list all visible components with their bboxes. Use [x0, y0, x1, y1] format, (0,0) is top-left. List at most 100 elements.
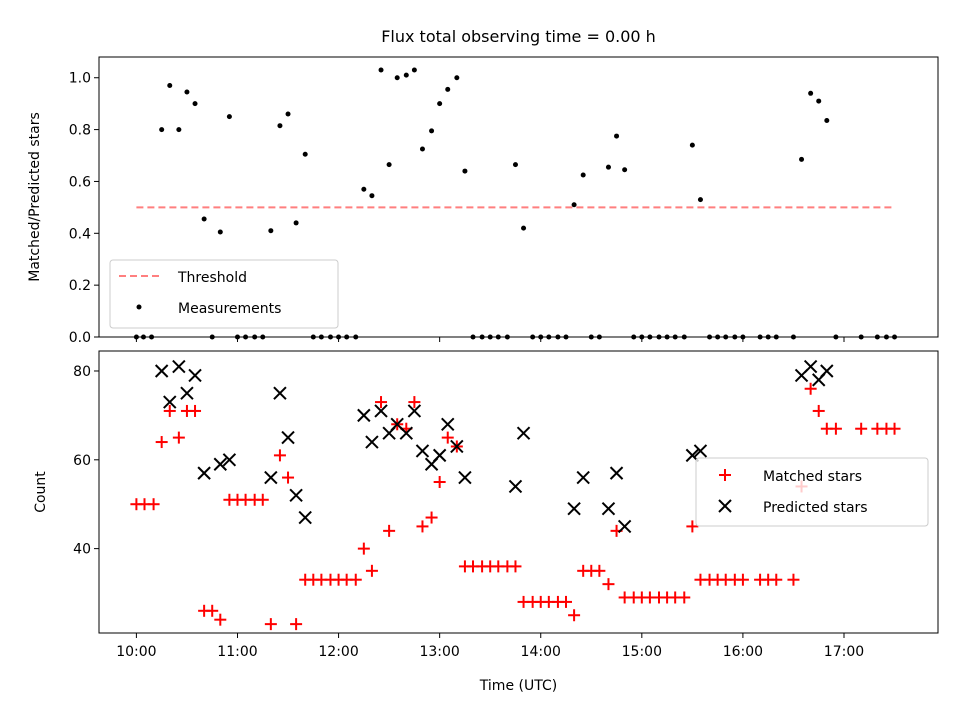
predicted-star-point: [188, 368, 202, 383]
x-tick-label: 17:00: [824, 644, 864, 660]
matched-star-point: [365, 564, 378, 577]
predicted-star-point: [693, 444, 708, 458]
y-tick-label: 0.0: [69, 330, 91, 346]
matched-star-point: [804, 382, 817, 395]
measurement-point: [378, 67, 384, 73]
measurement-point: [285, 111, 291, 117]
matched-star-point: [172, 431, 185, 444]
matched-star-point: [736, 573, 749, 586]
predicted-star-point: [415, 444, 430, 458]
measurement-point: [403, 72, 409, 78]
measurement-point: [361, 186, 367, 192]
matched-star-point: [509, 560, 522, 573]
matched-star-point: [273, 449, 286, 462]
matched-star-point: [812, 404, 825, 417]
legend-label-matched: Matched stars: [763, 469, 862, 485]
measurement-point: [201, 216, 207, 222]
measurement-point: [176, 127, 182, 133]
predicted-star-point: [213, 457, 228, 471]
x-tick-label: 12:00: [318, 644, 358, 660]
measurement-point: [302, 151, 308, 157]
count-y-ticks: 40 60 80: [73, 364, 99, 558]
matched-star-point: [425, 511, 438, 524]
predicted-star-point: [617, 519, 632, 534]
predicted-star-point: [365, 435, 379, 449]
predicted-star-point: [432, 448, 447, 463]
matched-star-point: [290, 618, 303, 631]
measurement-point: [437, 101, 443, 107]
matched-star-point: [357, 542, 370, 555]
measurement-point: [268, 228, 274, 234]
matched-star-point: [602, 578, 615, 591]
matched-star-point: [155, 436, 168, 449]
ratio-y-ticks: 0.0 0.2 0.4 0.6 0.8 1.0: [69, 71, 99, 346]
x-axis-label: Time (UTC): [479, 678, 557, 694]
x-tick-label: 13:00: [419, 644, 459, 660]
matched-star-point: [147, 498, 160, 511]
predicted-star-point: [298, 510, 312, 525]
measurement-point: [277, 123, 283, 129]
predicted-star-point: [197, 466, 211, 480]
matched-star-point: [568, 609, 581, 622]
measurement-point: [226, 114, 232, 120]
predicted-star-point: [163, 395, 177, 409]
legend-label-predicted: Predicted stars: [763, 500, 868, 516]
predicted-star-point: [357, 408, 371, 423]
ratio-legend: Threshold Measurements: [109, 259, 339, 329]
measurement-point: [192, 101, 198, 107]
legend-label-measurements: Measurements: [178, 301, 281, 317]
measurement-point: [386, 162, 392, 168]
measurement-point: [159, 127, 165, 133]
matched-star-point: [686, 520, 699, 533]
x-tick-label: 14:00: [521, 644, 561, 660]
measurement-point: [799, 156, 805, 162]
y-tick-label: 60: [73, 453, 91, 469]
count-x-ticks: 10:00 11:00 12:00 13:00 14:00 15:00 16:00 17:00: [116, 633, 864, 660]
matched-star-point: [189, 404, 202, 417]
measurement-point: [184, 89, 190, 95]
y-tick-label: 0.2: [69, 278, 91, 294]
chart-title: Flux total observing time = 0.00 h: [381, 27, 656, 46]
measurement-point: [369, 193, 375, 199]
x-tick-label: 15:00: [622, 644, 662, 660]
predicted-star-point: [374, 404, 388, 418]
predicted-star-point: [450, 439, 464, 454]
measurement-point: [689, 142, 695, 148]
matched-star-point: [256, 493, 269, 506]
matched-star-point: [383, 524, 396, 537]
matched-star-point: [855, 422, 868, 435]
measurement-point: [167, 83, 173, 89]
matched-star-point: [214, 613, 227, 626]
matched-star-point: [888, 422, 901, 435]
count-series-group: [130, 359, 901, 631]
predicted-star-point: [458, 470, 472, 485]
matched-star-point: [433, 476, 446, 489]
measurement-point: [521, 225, 527, 231]
y-tick-label: 0.6: [69, 174, 91, 190]
measurement-point: [454, 75, 460, 81]
matched-star-point: [770, 573, 783, 586]
legend-frame: [695, 457, 929, 527]
ratio-plot-frame: [98, 56, 939, 338]
measurement-point: [512, 162, 518, 168]
ratio-panel: Flux total observing time = 0.00 h 0.0 0.…: [27, 27, 939, 346]
predicted-star-point: [820, 364, 834, 378]
predicted-star-point: [172, 359, 186, 374]
count-y-axis-label: Count: [33, 471, 49, 513]
matched-star-point: [416, 520, 429, 533]
predicted-star-point: [803, 359, 818, 374]
ratio-y-axis-label: Matched/Predicted stars: [27, 112, 43, 282]
predicted-star-point: [154, 364, 169, 378]
legend-frame: [109, 259, 339, 329]
y-tick-label: 0.4: [69, 226, 91, 242]
measurements-legend-marker: [136, 304, 142, 310]
measurement-point: [419, 146, 425, 152]
predicted-star-point: [289, 488, 303, 503]
matched-legend-marker: [719, 469, 731, 481]
measurement-point: [571, 202, 577, 208]
measurement-point: [411, 67, 417, 73]
measurement-point: [429, 128, 435, 134]
ratio-x-ticks: [135, 337, 845, 342]
matched-star-point: [560, 595, 573, 608]
